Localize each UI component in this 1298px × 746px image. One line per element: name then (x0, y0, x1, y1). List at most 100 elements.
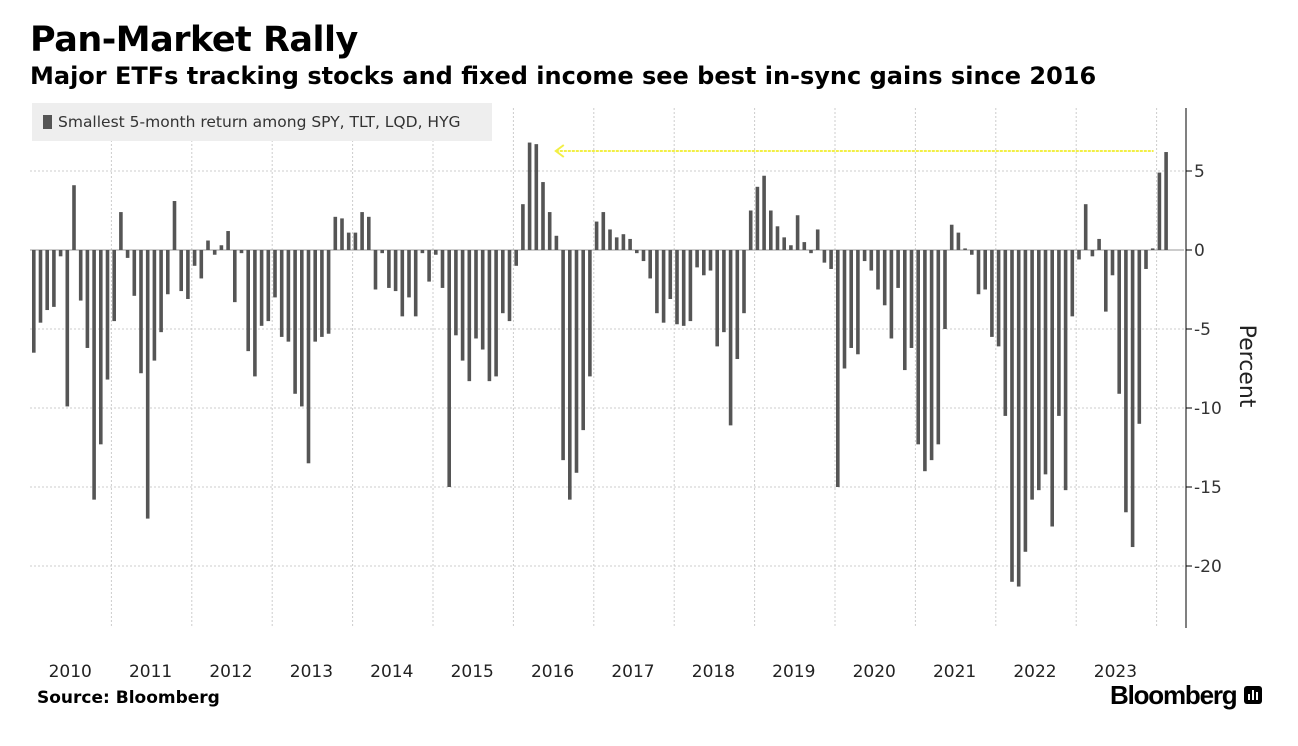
bar (474, 250, 478, 339)
bar (614, 237, 619, 250)
x-tick-label: 2013 (290, 662, 333, 682)
bar (166, 250, 170, 295)
grid-lines (30, 108, 1184, 628)
bar (782, 237, 786, 250)
y-tick-label: -20 (1194, 557, 1222, 577)
bar (413, 250, 418, 317)
bar (407, 250, 411, 298)
bar (956, 232, 961, 250)
bar (112, 250, 116, 322)
y-tick-label: 5 (1194, 162, 1205, 182)
bar (990, 250, 994, 337)
bar (983, 250, 987, 290)
bar (92, 250, 96, 500)
bar (923, 250, 927, 472)
bar (889, 250, 894, 339)
bar (869, 250, 874, 271)
bar (641, 250, 646, 262)
bar (125, 250, 130, 258)
bar (876, 250, 880, 290)
bar (454, 250, 458, 336)
bar (554, 235, 559, 250)
bar (802, 242, 807, 250)
x-tick-label: 2023 (1094, 662, 1137, 682)
bar (346, 232, 351, 250)
bar (52, 250, 56, 307)
bar (1157, 172, 1162, 250)
bar (233, 250, 237, 303)
bar (434, 250, 438, 255)
bar (996, 250, 1001, 347)
y-tick-label: -15 (1194, 478, 1222, 498)
bar (460, 250, 465, 361)
legend-label: Smallest 5-month return among SPY, TLT, … (58, 113, 461, 131)
bar (514, 250, 518, 266)
bar (72, 185, 76, 250)
bar (494, 250, 498, 377)
bar (253, 250, 257, 377)
bar (695, 250, 699, 268)
bar (836, 250, 840, 487)
bar (909, 250, 914, 348)
bar (568, 250, 572, 500)
bar (132, 250, 137, 296)
bar (306, 250, 311, 464)
bar (1130, 250, 1135, 548)
bar (708, 250, 713, 271)
bar (929, 250, 934, 461)
bar (1164, 152, 1168, 250)
bar (507, 250, 512, 322)
bar (1030, 250, 1034, 500)
bar (608, 229, 612, 250)
bar (239, 250, 244, 254)
bar (521, 204, 525, 250)
bar (266, 250, 271, 322)
bar (1043, 250, 1048, 475)
bar (936, 250, 941, 445)
bar (467, 250, 472, 382)
bar (333, 216, 338, 250)
bar (1037, 250, 1041, 491)
bar (1016, 250, 1021, 587)
bar (581, 250, 585, 431)
x-tick-label: 2022 (1013, 662, 1056, 682)
bar (58, 250, 63, 257)
bar (681, 250, 686, 326)
bar (105, 250, 110, 380)
bar (815, 229, 820, 250)
bar (179, 250, 183, 292)
bar (373, 250, 378, 290)
bar (574, 250, 579, 473)
chart-subtitle: Major ETFs tracking stocks and fixed inc… (30, 62, 1097, 90)
bar (420, 250, 425, 254)
bar (1124, 250, 1128, 513)
bar (1057, 250, 1061, 416)
bar (447, 250, 451, 487)
bar (1110, 250, 1115, 276)
bar (1063, 250, 1068, 491)
y-axis: 5 0 -5 -10 -15 -20 (1185, 108, 1222, 628)
bar (480, 250, 485, 350)
bar (748, 210, 753, 250)
bar (326, 250, 331, 334)
bar (360, 212, 364, 250)
legend-swatch (43, 115, 52, 129)
bar (943, 250, 947, 329)
bar (78, 250, 83, 301)
bar (949, 224, 954, 250)
x-tick-label: 2019 (772, 662, 815, 682)
bar (628, 238, 632, 250)
bar (159, 250, 163, 333)
bar (735, 250, 740, 360)
bar (702, 250, 706, 276)
x-tick-label: 2020 (853, 662, 896, 682)
bar (896, 250, 900, 288)
bar (842, 250, 847, 369)
bar (400, 250, 405, 317)
bar (882, 250, 887, 306)
y-tick-label: -10 (1194, 399, 1222, 419)
bar (728, 250, 733, 426)
bar (367, 216, 371, 250)
x-axis: 2010 2011 2012 2013 2014 2015 2016 2017 2018 2019… (49, 662, 1137, 682)
